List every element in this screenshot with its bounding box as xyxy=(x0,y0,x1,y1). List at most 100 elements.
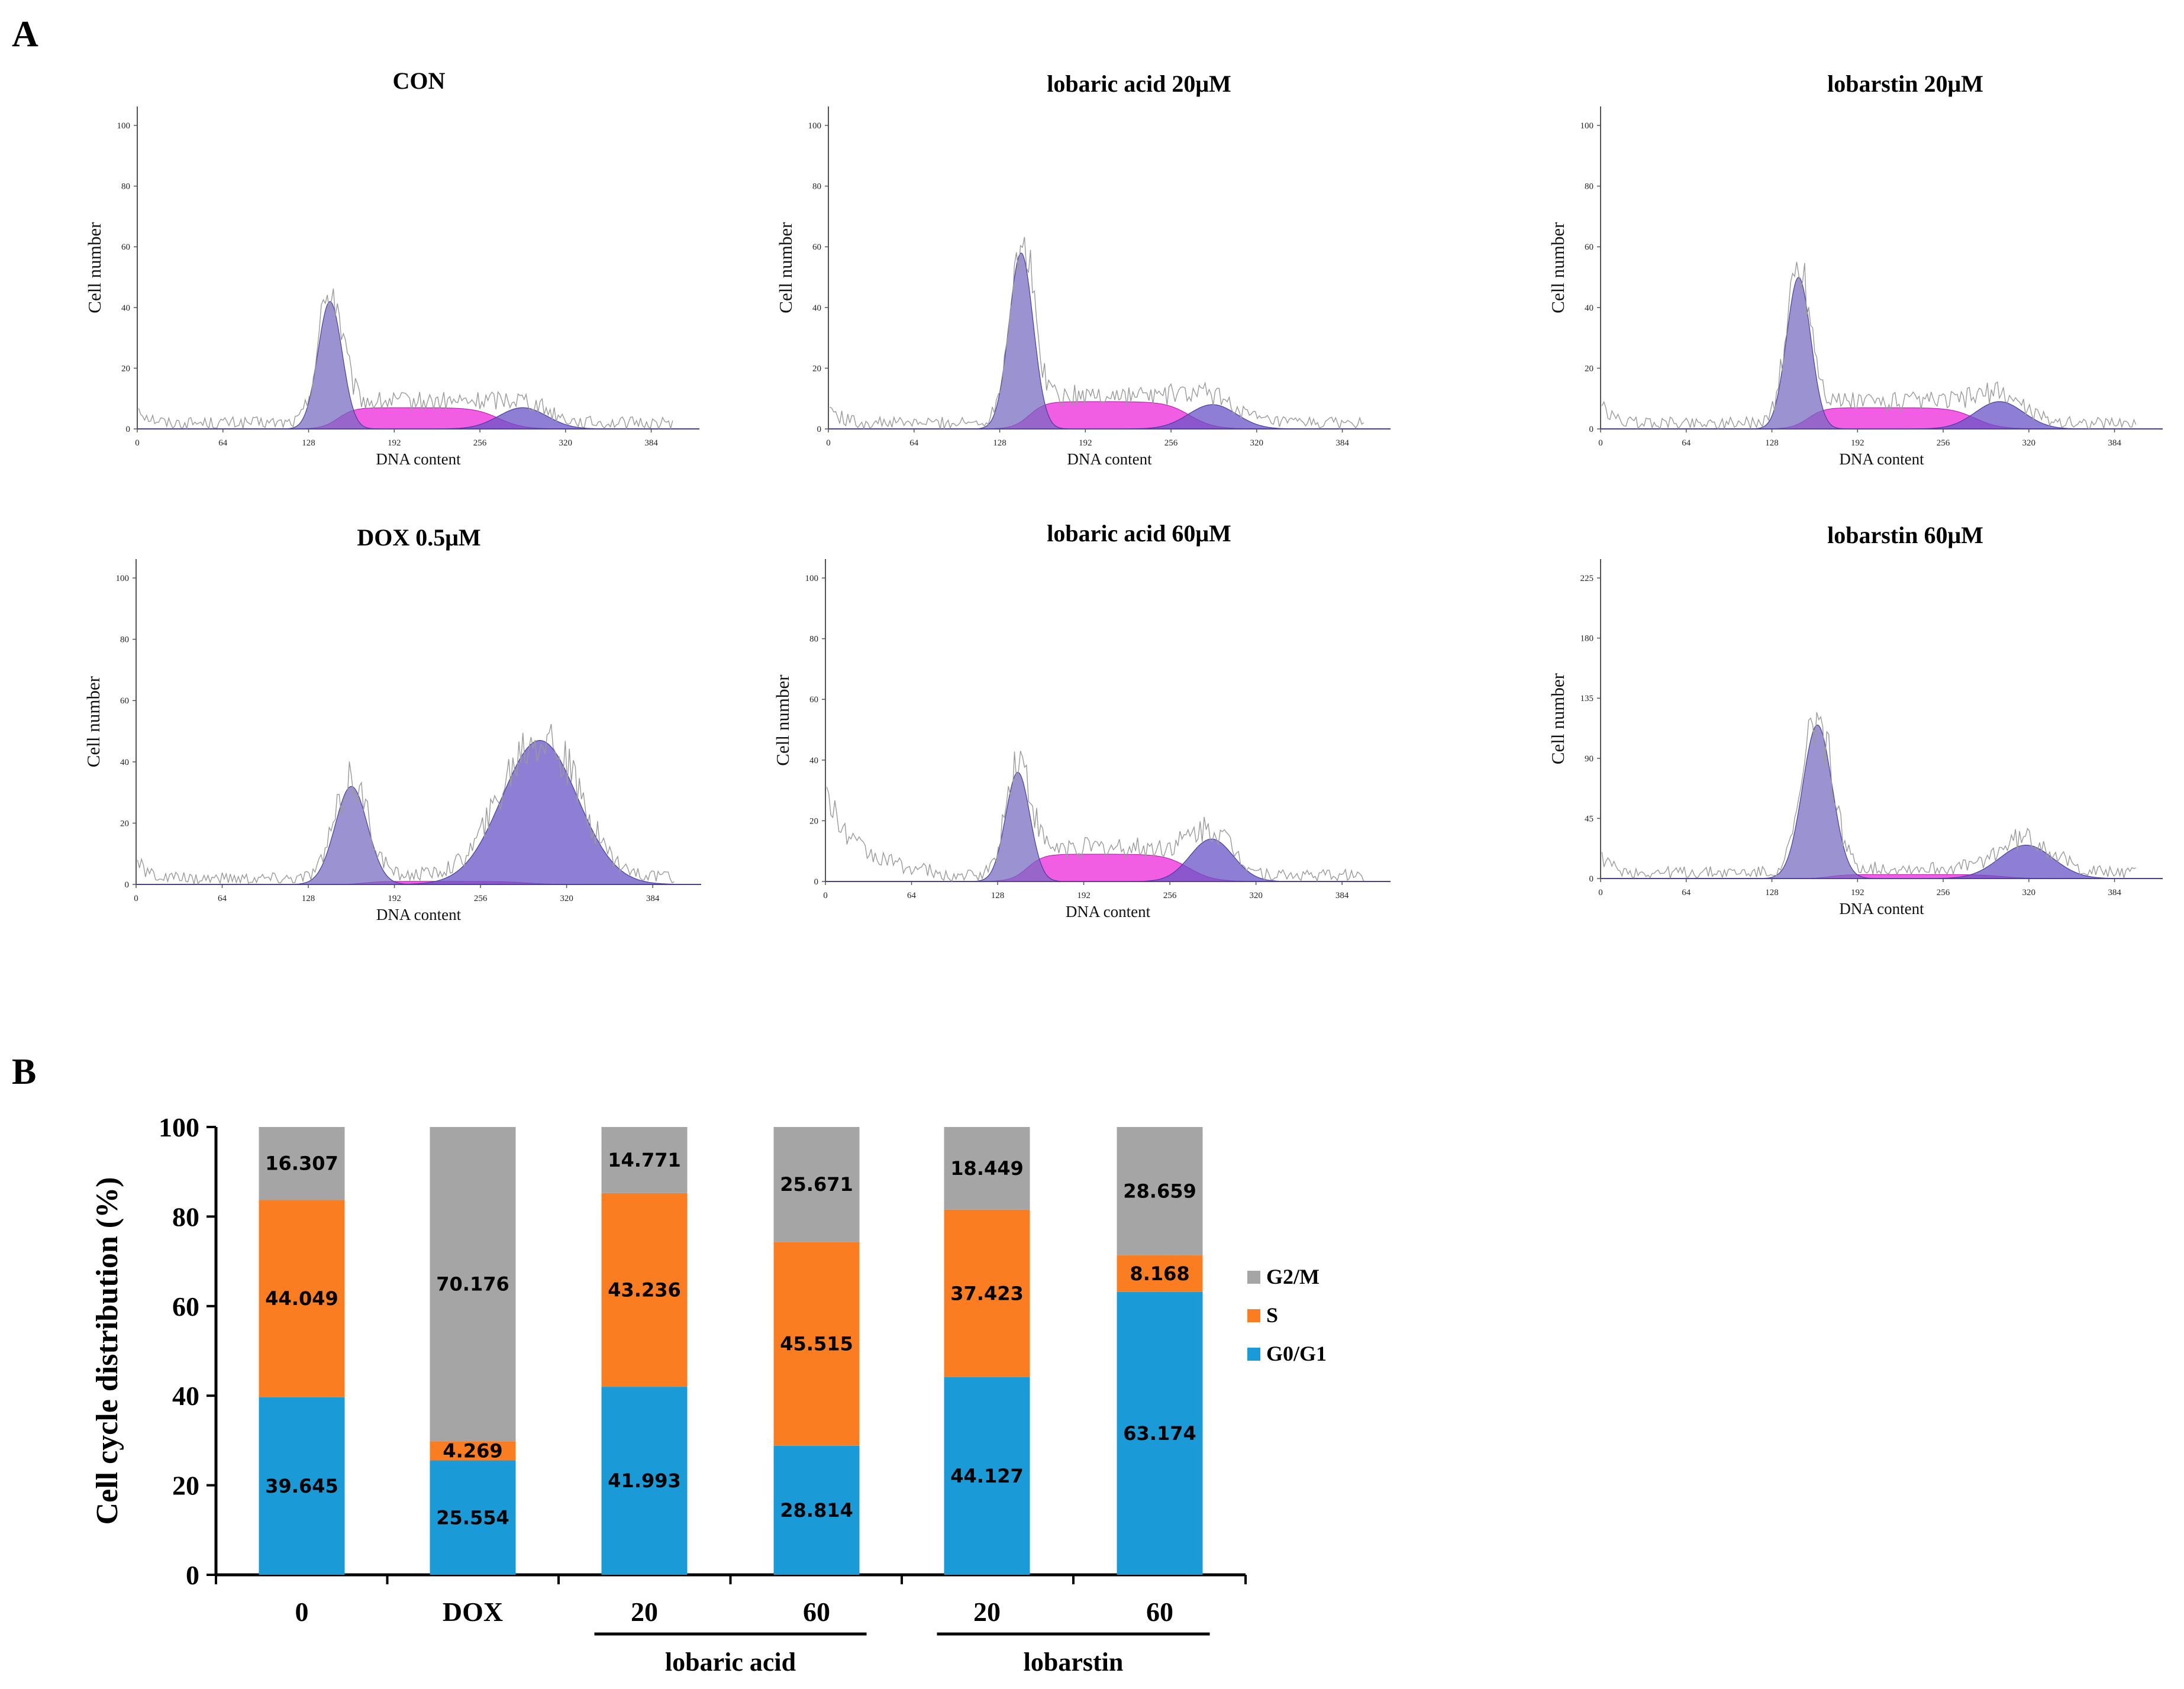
x-tick-label: 192 xyxy=(388,438,401,448)
y-axis-label: Cell number xyxy=(1547,222,1568,314)
x-tick-label: 384 xyxy=(1335,438,1349,448)
bar-segment-g0g1 xyxy=(944,1377,1030,1575)
bar-value-label: 4.269 xyxy=(443,1439,502,1462)
x-tick-label: 384 xyxy=(644,438,658,448)
stacked-bar-chart: 0 20 40 60 80 100 Cell cycle distribution (%) 3… xyxy=(91,1112,1327,1677)
y-tick-label: 0 xyxy=(125,880,130,890)
x-tick-label: 256 xyxy=(1937,888,1950,897)
g2m-peak-area xyxy=(1601,845,2163,879)
bar-category-label: 60 xyxy=(1146,1597,1173,1627)
x-tick-label: 192 xyxy=(1851,888,1864,897)
g0g1-peak-area xyxy=(1601,724,2163,879)
bar-value-label: 8.168 xyxy=(1130,1262,1189,1285)
x-tick-label: 256 xyxy=(474,894,488,903)
bar-segment-s xyxy=(1117,1255,1203,1292)
y-tick-label: 135 xyxy=(1580,694,1594,703)
group-label: lobaric acid xyxy=(665,1648,796,1677)
g0g1-peak-area xyxy=(828,252,1391,429)
x-tick-label: 256 xyxy=(1164,438,1178,448)
y-tick-label: 20 xyxy=(120,819,129,828)
bar-value-label: 44.127 xyxy=(950,1465,1023,1487)
bar-category-label: 60 xyxy=(803,1597,830,1627)
x-tick-label: 128 xyxy=(993,438,1006,448)
s-phase-area xyxy=(1601,407,2163,429)
y-axis-label: Cell number xyxy=(775,222,796,314)
bar-segment-g0g1 xyxy=(1117,1291,1203,1575)
x-tick-label: 320 xyxy=(560,894,573,903)
x-tick-label: 384 xyxy=(1335,891,1349,900)
x-tick-label: 0 xyxy=(823,891,828,900)
x-tick-label: 192 xyxy=(1077,891,1091,900)
bar-segment-g0g1 xyxy=(259,1397,345,1575)
y-tick-label: 80 xyxy=(121,182,130,192)
legend-label: G0/G1 xyxy=(1266,1342,1327,1365)
raw-data-trace xyxy=(1601,261,2137,430)
y-tick-label: 100 xyxy=(805,574,819,583)
bar-category-label: DOX xyxy=(443,1597,503,1627)
y-axis-label: Cell number xyxy=(772,674,793,766)
y-tick-label: 100 xyxy=(1580,121,1594,131)
legend-label: G2/M xyxy=(1266,1265,1320,1288)
bar-value-label: 28.659 xyxy=(1123,1180,1196,1202)
bar-category-label: 20 xyxy=(631,1597,658,1627)
histogram-title: lobaric acid 20μM xyxy=(1047,70,1231,97)
x-tick-label: 0 xyxy=(134,894,138,903)
bar-y-tick-label: 20 xyxy=(172,1471,199,1501)
bar-segment-g2m xyxy=(430,1127,516,1442)
y-tick-label: 60 xyxy=(120,696,129,706)
legend-label: S xyxy=(1266,1303,1278,1327)
panel-b-label: B xyxy=(12,1052,36,1092)
y-tick-label: 60 xyxy=(121,243,130,252)
g0g1-peak-area xyxy=(137,301,699,429)
bar-value-label: 39.645 xyxy=(265,1475,338,1497)
bar-y-tick-label: 40 xyxy=(172,1381,199,1411)
y-tick-label: 100 xyxy=(116,574,130,583)
raw-data-trace xyxy=(138,288,673,431)
histogram-panel: lobaric acid 20μM 0 20 40 60 80 100 0 64 128 192 25… xyxy=(775,70,1391,468)
bar-segment-g0g1 xyxy=(773,1445,860,1575)
bar-y-tick-label: 60 xyxy=(172,1291,199,1322)
y-axis-label: Cell number xyxy=(84,222,105,314)
y-tick-label: 100 xyxy=(808,121,822,131)
y-tick-label: 0 xyxy=(814,877,819,887)
bar-y-tick-label: 0 xyxy=(186,1560,199,1590)
bar-value-label: 16.307 xyxy=(265,1152,338,1175)
x-axis-label: DNA content xyxy=(1066,903,1151,921)
y-tick-label: 20 xyxy=(1585,364,1593,373)
y-tick-label: 225 xyxy=(1580,574,1594,583)
x-tick-label: 64 xyxy=(907,891,917,900)
y-tick-label: 80 xyxy=(812,182,821,192)
x-tick-label: 192 xyxy=(388,894,401,903)
bar-segment-g0g1 xyxy=(601,1387,688,1575)
bar-value-label: 14.771 xyxy=(608,1149,680,1171)
bar-value-label: 45.515 xyxy=(780,1333,853,1355)
bar-category-label: 0 xyxy=(295,1597,309,1627)
y-tick-label: 40 xyxy=(121,303,130,313)
bar-value-label: 41.993 xyxy=(608,1470,680,1492)
x-tick-label: 64 xyxy=(1682,438,1691,448)
x-tick-label: 320 xyxy=(2022,888,2036,897)
legend-swatch xyxy=(1247,1348,1260,1361)
bar-segment-g2m xyxy=(601,1127,688,1193)
raw-data-trace xyxy=(829,237,1364,431)
x-tick-label: 256 xyxy=(1163,891,1177,900)
x-tick-label: 0 xyxy=(1598,888,1603,897)
x-tick-label: 320 xyxy=(1250,438,1264,448)
raw-data-trace xyxy=(137,724,675,885)
x-tick-label: 128 xyxy=(991,891,1005,900)
x-tick-label: 128 xyxy=(302,438,315,448)
x-tick-label: 128 xyxy=(1765,438,1779,448)
y-tick-label: 0 xyxy=(126,425,131,434)
y-tick-label: 60 xyxy=(809,695,818,705)
x-tick-label: 64 xyxy=(218,894,227,903)
x-tick-label: 64 xyxy=(1682,888,1691,897)
x-axis-label: DNA content xyxy=(376,450,461,468)
g0g1-peak-area xyxy=(825,771,1391,882)
bar-category-label: 20 xyxy=(973,1597,1001,1627)
x-tick-label: 0 xyxy=(1598,438,1603,448)
x-tick-label: 320 xyxy=(559,438,573,448)
x-tick-label: 320 xyxy=(1249,891,1263,900)
x-tick-label: 64 xyxy=(218,438,228,448)
bar-segment-s xyxy=(430,1441,516,1461)
bar-segment-s xyxy=(259,1200,345,1397)
